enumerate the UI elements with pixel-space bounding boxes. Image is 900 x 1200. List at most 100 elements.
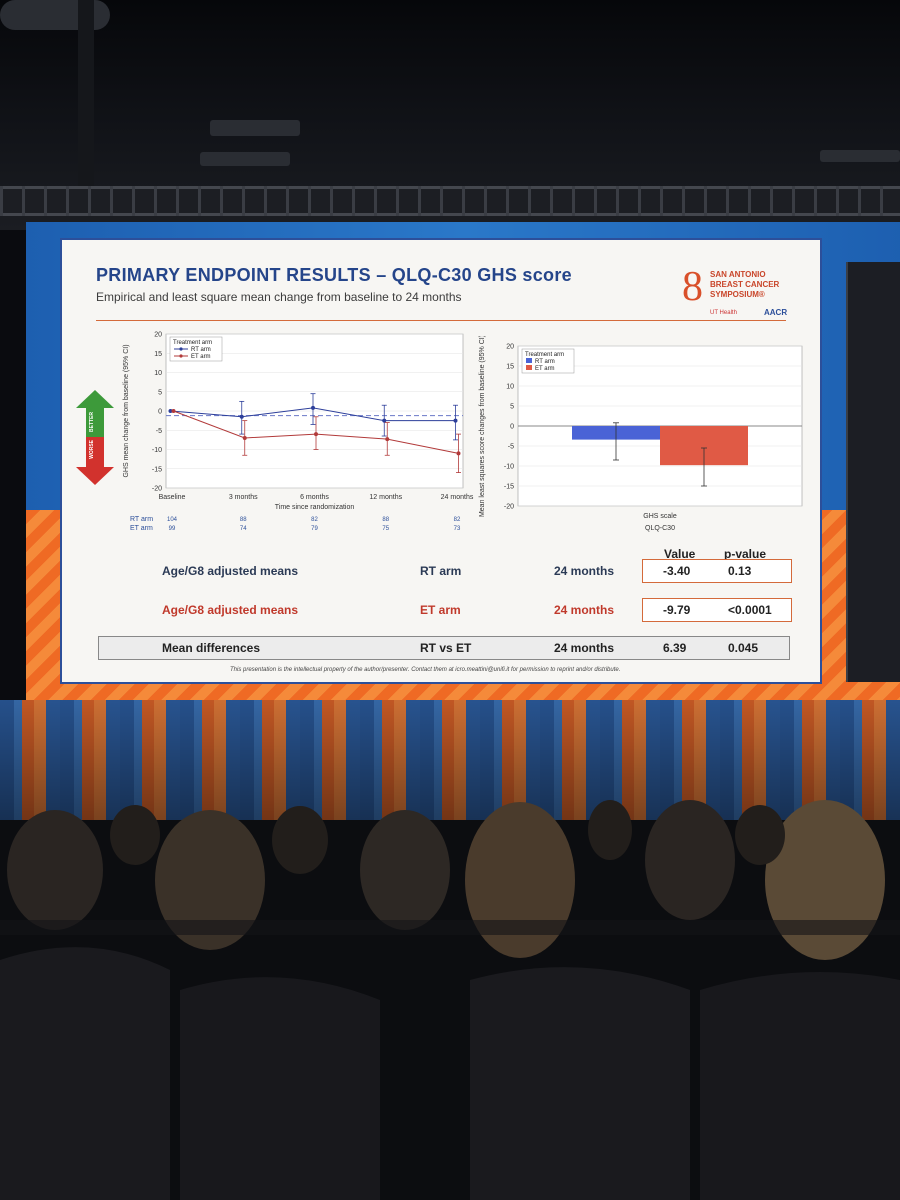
data-point <box>311 405 315 410</box>
row-time: 24 months <box>554 564 615 578</box>
row-label: Age/G8 adjusted means <box>162 564 299 578</box>
legend-swatch <box>526 365 532 370</box>
side-screen <box>846 262 900 682</box>
legend-label: RT arm <box>535 359 555 365</box>
row-label: Mean differences <box>162 641 261 655</box>
x-tick-label: 24 months <box>441 494 474 501</box>
y-tick-label: 10 <box>154 370 162 377</box>
logo-line: SAN ANTONIO <box>710 270 766 279</box>
row-label: Age/G8 adjusted means <box>162 603 299 617</box>
row-time: 24 months <box>554 603 615 617</box>
at-risk-label: ET arm <box>130 525 153 532</box>
row-p-value: 0.045 <box>728 641 759 655</box>
legend-title: Treatment arm <box>525 352 564 358</box>
data-point <box>385 437 390 442</box>
data-point <box>382 418 387 423</box>
legend-label: RT arm <box>191 347 211 353</box>
x-axis-label: QLQ-C30 <box>645 525 675 532</box>
y-tick-label: 20 <box>506 344 514 351</box>
table-row: Mean differences RT vs ET 24 months 6.39… <box>98 636 798 660</box>
at-risk-count: 88 <box>382 517 389 523</box>
value-header: Value <box>664 547 696 561</box>
at-risk-count: 82 <box>311 517 318 523</box>
row-p-value: <0.0001 <box>728 603 772 617</box>
x-tick-label: Baseline <box>159 494 186 501</box>
arrow-up-body <box>86 407 104 437</box>
title-rule <box>96 320 786 321</box>
data-point <box>456 451 461 456</box>
row-arm: ET arm <box>420 603 461 617</box>
ceiling-pole <box>78 0 94 215</box>
at-risk-count: 99 <box>169 526 176 532</box>
table-row: Age/G8 adjusted means ET arm 24 months -… <box>98 598 798 622</box>
row-arm: RT arm <box>420 564 462 578</box>
at-risk-count: 82 <box>454 517 461 523</box>
audience-silhouettes <box>0 800 900 1200</box>
aacr-logo: AACR <box>764 308 788 317</box>
data-point <box>453 418 458 423</box>
data-point <box>171 409 176 413</box>
row-value: -3.40 <box>663 564 691 578</box>
arrow-down-icon <box>76 467 114 485</box>
row-value: 6.39 <box>663 641 687 655</box>
y-tick-label: -5 <box>508 444 514 451</box>
differences-box <box>98 636 790 660</box>
bar-chart: 20 15 10 5 0 -5 -10 -15 -20 GHS scale QLQ-C30 Mean … <box>479 336 803 532</box>
data-point <box>242 435 247 440</box>
y-tick-label: 5 <box>510 404 514 411</box>
better-label: BETTER <box>89 412 95 432</box>
value-box <box>642 598 792 622</box>
y-axis-label: GHS mean change from baseline (95% CI) <box>123 344 130 477</box>
legend-marker <box>179 347 183 351</box>
value-box <box>642 559 792 583</box>
y-tick-label: 0 <box>510 424 514 431</box>
at-risk-count: 88 <box>240 517 247 523</box>
y-tick-label: 15 <box>154 351 162 358</box>
y-axis-label: Mean least squares score changes from ba… <box>479 336 486 517</box>
at-risk-count: 73 <box>454 526 461 532</box>
at-risk-count: 75 <box>382 526 389 532</box>
y-tick-label: 5 <box>158 389 162 396</box>
worse-label: WORSE <box>89 440 95 459</box>
row-value: -9.79 <box>663 603 691 617</box>
y-tick-label: -10 <box>152 447 162 454</box>
logo-line: SYMPOSIUM® <box>710 290 765 299</box>
ceiling-light <box>200 152 290 166</box>
ceiling-light <box>210 120 300 136</box>
legend-label: ET arm <box>191 354 211 360</box>
slide-subtitle: Empirical and least square mean change f… <box>96 290 462 304</box>
x-tick-label: 6 months <box>300 494 329 501</box>
data-point <box>168 409 173 413</box>
at-risk-count: 74 <box>240 526 247 532</box>
ceiling-light <box>820 150 900 162</box>
y-tick-label: -20 <box>504 504 514 511</box>
legend-label: ET arm <box>535 366 555 372</box>
legend-swatch <box>526 358 532 363</box>
x-tick-label: 3 months <box>229 494 258 501</box>
row-arm: RT vs ET <box>420 641 472 655</box>
legend-title: Treatment arm <box>173 340 212 346</box>
presentation-slide: PRIMARY ENDPOINT RESULTS – QLQ-C30 GHS s… <box>60 238 822 684</box>
data-point <box>314 432 318 437</box>
row-p-value: 0.13 <box>728 564 752 578</box>
y-tick-label: 20 <box>154 332 162 339</box>
table-row: Age/G8 adjusted means RT arm 24 months -… <box>98 559 798 583</box>
ut-health-logo: UT Health <box>710 310 737 316</box>
y-tick-label: 0 <box>158 409 162 416</box>
y-tick-label: -5 <box>156 428 162 435</box>
slide-footer: This presentation is the intellectual pr… <box>230 667 621 673</box>
arrow-down-body <box>86 437 104 467</box>
y-tick-label: 15 <box>506 364 514 371</box>
x-axis-label: Time since randomization <box>275 504 355 511</box>
y-tick-label: -20 <box>152 486 162 493</box>
slide-title: PRIMARY ENDPOINT RESULTS – QLQ-C30 GHS s… <box>96 265 572 285</box>
row-time: 24 months <box>554 641 615 655</box>
y-tick-label: 10 <box>506 384 514 391</box>
x-tick-label: GHS scale <box>643 513 677 520</box>
at-risk-count: 104 <box>167 517 178 523</box>
lighting-truss <box>0 186 900 216</box>
y-tick-label: -15 <box>504 484 514 491</box>
legend-marker <box>179 354 183 358</box>
symposium-logo: 8 SAN ANTONIO BREAST CANCER SYMPOSIUM® U… <box>682 266 812 328</box>
